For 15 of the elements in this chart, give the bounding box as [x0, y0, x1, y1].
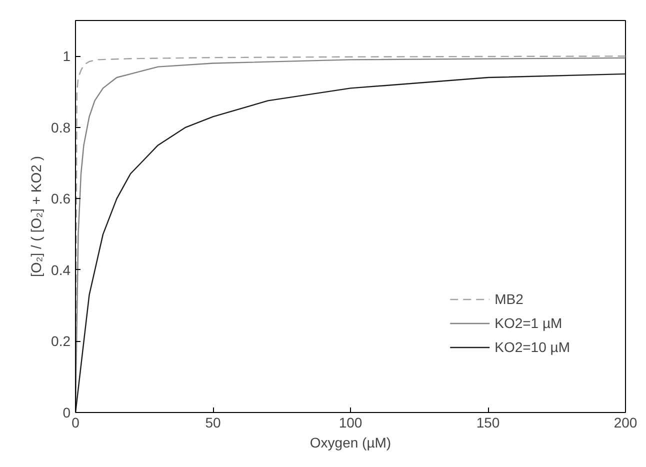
y-tick-label: 0.8	[51, 119, 71, 136]
y-tick-label: 0	[62, 404, 71, 420]
x-tick-label: 200	[614, 414, 638, 430]
y-axis-title: [O₂] / ( [O₂] + KO2 )	[28, 156, 44, 277]
y-tick-label: 1	[62, 48, 71, 64]
x-axis-title: Oxygen (µM)	[310, 434, 392, 450]
x-tick-label: 50	[205, 414, 221, 430]
legend-label: KO2=1 µM	[494, 315, 562, 331]
legend-label: KO2=10 µM	[494, 339, 570, 355]
x-tick-label: 100	[338, 414, 362, 430]
legend-label: MB2	[494, 291, 524, 307]
y-tick-label: 0.2	[51, 333, 71, 350]
y-tick-label: 0.6	[51, 190, 71, 207]
x-tick-label: 150	[476, 414, 500, 430]
y-tick-label: 0.4	[51, 262, 71, 278]
